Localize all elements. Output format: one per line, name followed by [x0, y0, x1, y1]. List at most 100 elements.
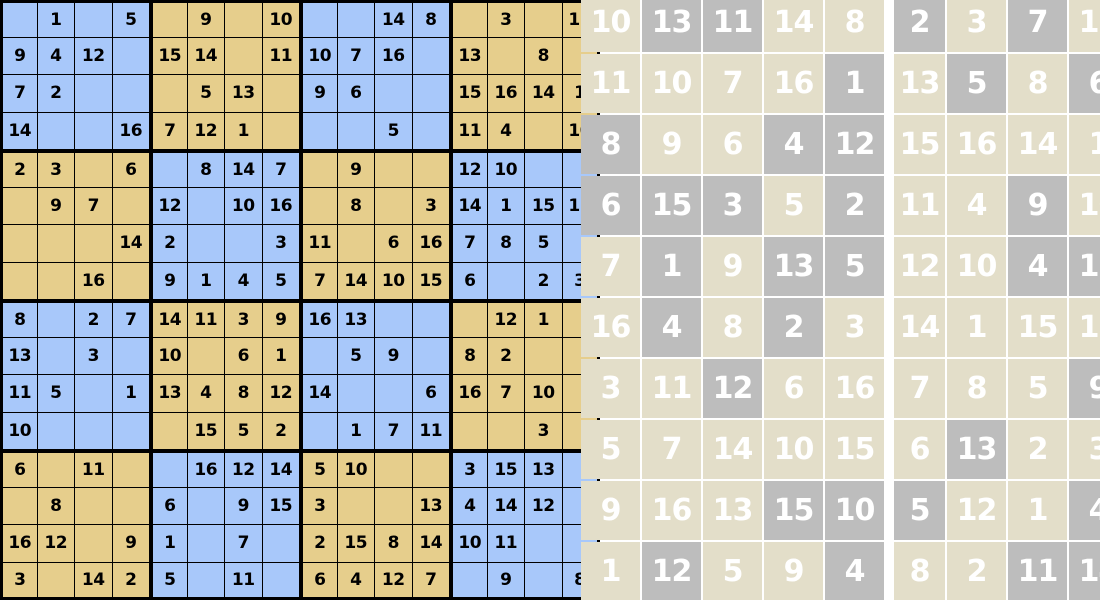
puzzle-cell-r16-c10[interactable]: 4 — [337, 562, 375, 600]
puzzle-cell-r14-c3[interactable] — [75, 487, 113, 525]
puzzle-cell-r13-c15[interactable]: 13 — [525, 450, 563, 488]
puzzle-cell-r13-c12[interactable] — [412, 450, 450, 488]
puzzle-cell-r8-c4[interactable] — [112, 262, 150, 300]
puzzle-cell-r15-c1[interactable]: 16 — [0, 525, 38, 563]
puzzle-cell-r6-c8[interactable]: 16 — [262, 187, 300, 225]
puzzle-cell-r10-c11[interactable]: 9 — [375, 337, 413, 375]
puzzle-cell-r2-c12[interactable] — [412, 37, 450, 75]
puzzle-cell-r13-c2[interactable] — [37, 450, 75, 488]
puzzle-cell-r8-c1[interactable] — [0, 262, 38, 300]
puzzle-cell-r3-c10[interactable]: 6 — [337, 75, 375, 113]
puzzle-cell-r1-c9[interactable] — [300, 0, 338, 38]
puzzle-cell-r1-c3[interactable] — [75, 0, 113, 38]
puzzle-cell-r2-c3[interactable]: 12 — [75, 37, 113, 75]
puzzle-cell-r13-c11[interactable] — [375, 450, 413, 488]
puzzle-cell-r2-c14[interactable] — [487, 37, 525, 75]
puzzle-cell-r14-c13[interactable]: 4 — [450, 487, 488, 525]
puzzle-cell-r5-c6[interactable]: 8 — [187, 150, 225, 188]
puzzle-cell-r6-c5[interactable]: 12 — [150, 187, 188, 225]
puzzle-cell-r16-c13[interactable] — [450, 562, 488, 600]
puzzle-cell-r1-c4[interactable]: 5 — [112, 0, 150, 38]
puzzle-cell-r8-c12[interactable]: 15 — [412, 262, 450, 300]
puzzle-cell-r15-c7[interactable]: 7 — [225, 525, 263, 563]
puzzle-cell-r3-c5[interactable] — [150, 75, 188, 113]
puzzle-cell-r4-c9[interactable] — [300, 112, 338, 150]
puzzle-cell-r15-c8[interactable] — [262, 525, 300, 563]
puzzle-cell-r14-c5[interactable]: 6 — [150, 487, 188, 525]
puzzle-cell-r9-c9[interactable]: 16 — [300, 300, 338, 338]
puzzle-cell-r7-c14[interactable]: 8 — [487, 225, 525, 263]
puzzle-cell-r5-c11[interactable] — [375, 150, 413, 188]
puzzle-cell-r12-c14[interactable] — [487, 412, 525, 450]
puzzle-cell-r6-c9[interactable] — [300, 187, 338, 225]
puzzle-cell-r5-c8[interactable]: 7 — [262, 150, 300, 188]
puzzle-cell-r12-c4[interactable] — [112, 412, 150, 450]
puzzle-cell-r10-c5[interactable]: 10 — [150, 337, 188, 375]
puzzle-cell-r15-c2[interactable]: 12 — [37, 525, 75, 563]
puzzle-cell-r16-c8[interactable] — [262, 562, 300, 600]
puzzle-cell-r4-c6[interactable]: 12 — [187, 112, 225, 150]
puzzle-cell-r10-c8[interactable]: 1 — [262, 337, 300, 375]
puzzle-cell-r7-c1[interactable] — [0, 225, 38, 263]
puzzle-cell-r5-c1[interactable]: 2 — [0, 150, 38, 188]
puzzle-cell-r4-c4[interactable]: 16 — [112, 112, 150, 150]
puzzle-cell-r5-c12[interactable] — [412, 150, 450, 188]
puzzle-cell-r6-c13[interactable]: 14 — [450, 187, 488, 225]
puzzle-cell-r12-c10[interactable]: 1 — [337, 412, 375, 450]
puzzle-cell-r3-c4[interactable] — [112, 75, 150, 113]
puzzle-cell-r12-c12[interactable]: 11 — [412, 412, 450, 450]
puzzle-cell-r1-c2[interactable]: 1 — [37, 0, 75, 38]
puzzle-cell-r3-c8[interactable] — [262, 75, 300, 113]
puzzle-cell-r9-c14[interactable]: 12 — [487, 300, 525, 338]
puzzle-cell-r14-c4[interactable] — [112, 487, 150, 525]
puzzle-cell-r3-c13[interactable]: 15 — [450, 75, 488, 113]
puzzle-cell-r9-c4[interactable]: 7 — [112, 300, 150, 338]
puzzle-cell-r9-c13[interactable] — [450, 300, 488, 338]
puzzle-cell-r16-c12[interactable]: 7 — [412, 562, 450, 600]
puzzle-cell-r15-c13[interactable]: 10 — [450, 525, 488, 563]
puzzle-cell-r16-c2[interactable] — [37, 562, 75, 600]
puzzle-cell-r9-c1[interactable]: 8 — [0, 300, 38, 338]
puzzle-cell-r8-c2[interactable] — [37, 262, 75, 300]
puzzle-cell-r9-c6[interactable]: 11 — [187, 300, 225, 338]
puzzle-cell-r7-c3[interactable] — [75, 225, 113, 263]
puzzle-cell-r8-c9[interactable]: 7 — [300, 262, 338, 300]
puzzle-cell-r6-c7[interactable]: 10 — [225, 187, 263, 225]
puzzle-cell-r11-c6[interactable]: 4 — [187, 375, 225, 413]
puzzle-cell-r13-c5[interactable] — [150, 450, 188, 488]
puzzle-cell-r6-c4[interactable] — [112, 187, 150, 225]
puzzle-cell-r9-c5[interactable]: 14 — [150, 300, 188, 338]
puzzle-cell-r2-c4[interactable] — [112, 37, 150, 75]
puzzle-cell-r14-c11[interactable] — [375, 487, 413, 525]
puzzle-cell-r1-c12[interactable]: 8 — [412, 0, 450, 38]
puzzle-cell-r10-c2[interactable] — [37, 337, 75, 375]
puzzle-cell-r9-c10[interactable]: 13 — [337, 300, 375, 338]
puzzle-cell-r15-c10[interactable]: 15 — [337, 525, 375, 563]
puzzle-cell-r14-c14[interactable]: 14 — [487, 487, 525, 525]
puzzle-cell-r8-c3[interactable]: 16 — [75, 262, 113, 300]
puzzle-cell-r14-c12[interactable]: 13 — [412, 487, 450, 525]
puzzle-cell-r15-c12[interactable]: 14 — [412, 525, 450, 563]
puzzle-cell-r4-c5[interactable]: 7 — [150, 112, 188, 150]
puzzle-cell-r7-c9[interactable]: 11 — [300, 225, 338, 263]
puzzle-cell-r15-c5[interactable]: 1 — [150, 525, 188, 563]
puzzle-cell-r5-c2[interactable]: 3 — [37, 150, 75, 188]
puzzle-cell-r1-c10[interactable] — [337, 0, 375, 38]
puzzle-cell-r3-c14[interactable]: 16 — [487, 75, 525, 113]
puzzle-cell-r5-c4[interactable]: 6 — [112, 150, 150, 188]
puzzle-cell-r12-c15[interactable]: 3 — [525, 412, 563, 450]
puzzle-cell-r9-c8[interactable]: 9 — [262, 300, 300, 338]
puzzle-cell-r16-c11[interactable]: 12 — [375, 562, 413, 600]
puzzle-cell-r11-c13[interactable]: 16 — [450, 375, 488, 413]
puzzle-cell-r7-c13[interactable]: 7 — [450, 225, 488, 263]
puzzle-cell-r4-c10[interactable] — [337, 112, 375, 150]
puzzle-cell-r1-c7[interactable] — [225, 0, 263, 38]
puzzle-cell-r8-c15[interactable]: 2 — [525, 262, 563, 300]
puzzle-cell-r16-c9[interactable]: 6 — [300, 562, 338, 600]
puzzle-cell-r5-c7[interactable]: 14 — [225, 150, 263, 188]
puzzle-cell-r16-c6[interactable] — [187, 562, 225, 600]
puzzle-cell-r10-c9[interactable] — [300, 337, 338, 375]
puzzle-cell-r6-c3[interactable]: 7 — [75, 187, 113, 225]
puzzle-cell-r15-c3[interactable] — [75, 525, 113, 563]
puzzle-cell-r3-c9[interactable]: 9 — [300, 75, 338, 113]
